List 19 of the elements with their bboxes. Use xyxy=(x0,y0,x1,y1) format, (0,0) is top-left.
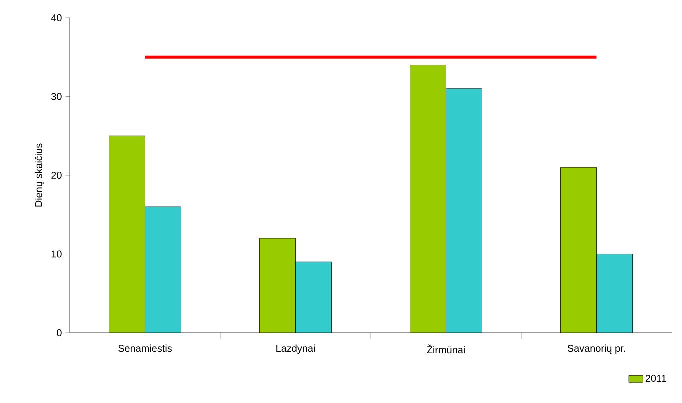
bar xyxy=(560,167,597,333)
bar xyxy=(260,238,296,333)
y-tick-label: 0 xyxy=(57,329,62,337)
bar xyxy=(296,262,332,333)
legend-label: 2011 xyxy=(646,374,666,382)
y-axis-title: Dienų skaičius xyxy=(34,144,44,207)
bar xyxy=(446,88,482,333)
bar xyxy=(410,65,446,333)
bar xyxy=(109,136,146,333)
bar xyxy=(596,254,633,333)
x-tick-label: Senamiestis xyxy=(118,344,172,352)
x-tick-label: Žirmūnai xyxy=(427,344,465,354)
x-tick-label: Savanorių pr. xyxy=(568,344,626,354)
y-tick-label: 20 xyxy=(52,172,62,180)
y-tick-label: 10 xyxy=(52,250,62,258)
bar xyxy=(145,207,182,333)
y-tick-label: 40 xyxy=(51,14,62,22)
x-tick-label: Lazdynai xyxy=(276,344,316,354)
y-tick-label: 30 xyxy=(52,93,62,100)
